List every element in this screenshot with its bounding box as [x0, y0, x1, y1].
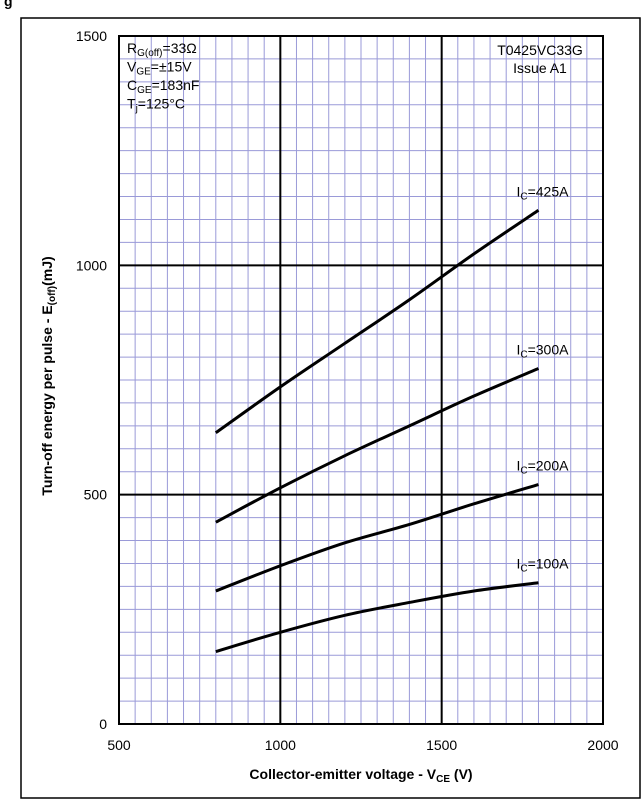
- series-line-2: [215, 483, 539, 593]
- series-line-1: [215, 367, 540, 524]
- series-label-3: IC=100A: [516, 556, 569, 575]
- condition-line-3-sub: j: [135, 104, 138, 115]
- part-info-box: T0425VC33G Issue A1: [497, 42, 583, 76]
- series-label-0-tail: =425A: [528, 183, 570, 199]
- series-label-1-tail: =300A: [528, 342, 570, 358]
- chart-heading-partial: g: [4, 0, 13, 9]
- condition-line-0: RG(off)=33Ω: [127, 40, 197, 59]
- series-label-3-sub: C: [520, 564, 527, 575]
- x-axis-label-main: Collector-emitter voltage - V: [249, 766, 436, 782]
- minor-grid: [119, 36, 603, 724]
- part-info-line: Issue A1: [513, 60, 567, 76]
- plot-area-border: [118, 35, 604, 725]
- y-tick-label: 1500: [76, 28, 107, 44]
- y-axis-label-tail: (mJ): [39, 256, 55, 286]
- x-tick-label: 2000: [587, 737, 618, 753]
- series-label-3-tail: =100A: [528, 556, 570, 572]
- series-label-1: IC=300A: [516, 342, 569, 361]
- series-line-0: [214, 209, 540, 434]
- x-axis-ticks: 500 1000 1500 2000: [107, 737, 618, 753]
- series-label-1-main: I: [516, 342, 520, 358]
- series-label-1-sub: C: [520, 350, 527, 361]
- y-axis-label: Turn-off energy per pulse - E(off)(mJ): [39, 256, 58, 495]
- condition-line-2-tail: =183nF: [152, 77, 200, 93]
- condition-line-0-tail: =33Ω: [163, 40, 197, 56]
- series-label-0-sub: C: [520, 191, 527, 202]
- series-line-3: [215, 581, 539, 653]
- series-label-2-sub: C: [520, 466, 527, 477]
- condition-line-3-tail: =125°C: [138, 96, 185, 112]
- x-axis-label: Collector-emitter voltage - VCE (V): [249, 766, 472, 785]
- condition-line-2-main: C: [127, 77, 137, 93]
- x-axis-label-tail: (V): [450, 766, 473, 782]
- y-tick-label: 0: [99, 716, 107, 732]
- part-info-line: T0425VC33G: [497, 42, 583, 58]
- x-axis-label-sub: CE: [436, 774, 450, 785]
- condition-line-2-sub: GE: [137, 85, 152, 96]
- y-axis-label-main: Turn-off energy per pulse - E: [39, 305, 55, 495]
- y-axis-label-sub: (off): [47, 286, 58, 305]
- series-label-3-main: I: [516, 556, 520, 572]
- figure-border: [20, 17, 641, 799]
- series-label-2: IC=200A: [516, 458, 569, 477]
- x-axis-title: Collector-emitter voltage - VCE (V): [249, 766, 472, 785]
- condition-line-3: Tj=125°C: [127, 96, 185, 115]
- condition-line-2: CGE=183nF: [127, 77, 199, 96]
- series-label-0: IC=425A: [516, 183, 569, 202]
- condition-line-1-tail: =±15V: [151, 59, 192, 75]
- y-axis-ticks: 0 500 1000 1500: [76, 28, 107, 732]
- x-tick-label: 1500: [426, 737, 457, 753]
- y-axis-title: Turn-off energy per pulse - E(off)(mJ): [39, 256, 58, 495]
- condition-line-1-sub: GE: [136, 67, 151, 78]
- condition-line-3-main: T: [127, 96, 136, 112]
- major-grid: [119, 36, 603, 724]
- series-label-2-tail: =200A: [528, 458, 570, 474]
- series-label-0-main: I: [516, 183, 520, 199]
- condition-line-1-main: V: [127, 59, 137, 75]
- series-label-2-main: I: [516, 458, 520, 474]
- x-tick-label: 500: [107, 737, 131, 753]
- y-tick-label: 1000: [76, 257, 107, 273]
- series-lines: [214, 209, 540, 653]
- x-tick-label: 1000: [265, 737, 296, 753]
- condition-line-0-sub: G(off): [137, 48, 162, 59]
- condition-line-0-main: R: [127, 40, 137, 56]
- condition-line-1: VGE=±15V: [127, 59, 192, 78]
- y-tick-label: 500: [84, 487, 108, 503]
